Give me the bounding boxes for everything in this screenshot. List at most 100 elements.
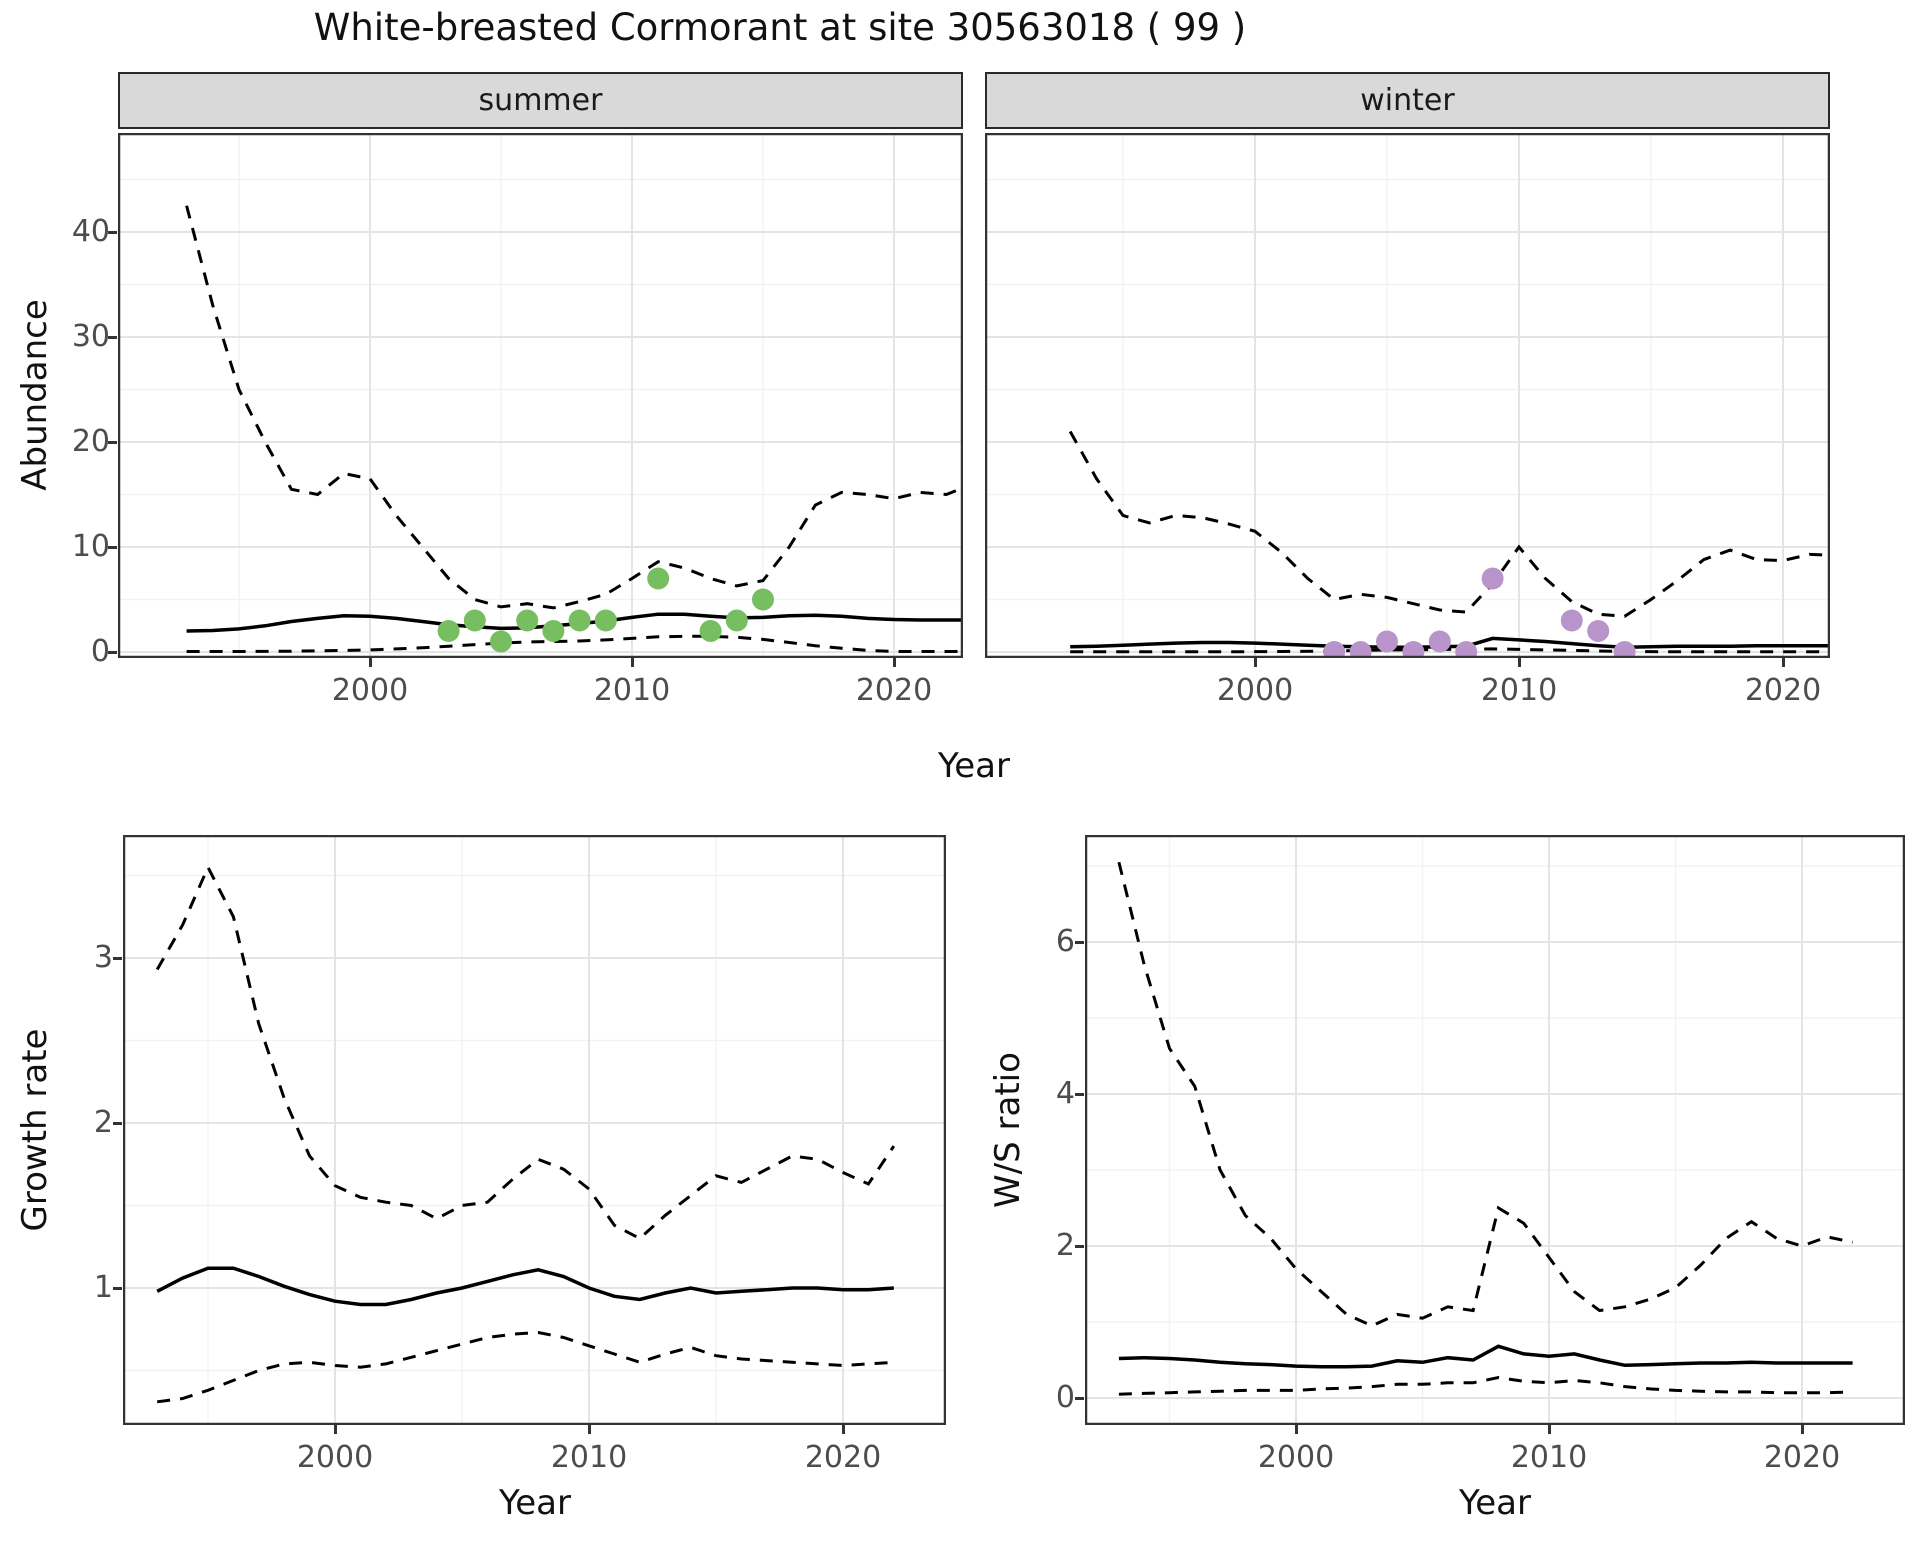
x-tick-mark xyxy=(841,1425,845,1434)
observed-point xyxy=(725,609,748,632)
y-tick-mark xyxy=(113,1121,122,1125)
x-tick-label: 2020 xyxy=(804,1440,882,1475)
page-title: White-breasted Cormorant at site 3056301… xyxy=(313,6,1247,49)
y-tick-label: 10 xyxy=(71,529,110,564)
ws-ratio-chart xyxy=(1085,835,1905,1425)
x-tick-label: 2010 xyxy=(593,673,671,708)
x-tick-mark xyxy=(1800,1425,1804,1434)
x-tick-mark xyxy=(892,658,896,667)
x-tick-mark xyxy=(1547,1425,1551,1434)
observed-point xyxy=(752,588,774,611)
y-tick-label: 4 xyxy=(1055,1076,1075,1111)
observed-point xyxy=(568,609,591,632)
observed-point xyxy=(1349,641,1372,658)
y-tick-label: 2 xyxy=(1055,1228,1075,1263)
observed-point xyxy=(516,609,539,632)
y-tick-label: 3 xyxy=(93,940,113,975)
x-axis-title-year-top: Year xyxy=(938,746,1010,786)
facet-strip-winter-label: winter xyxy=(1360,83,1455,118)
observed-point xyxy=(490,630,512,653)
observed-point xyxy=(437,620,460,642)
x-tick-mark xyxy=(587,1425,591,1434)
observed-point xyxy=(699,620,722,642)
y-tick-label: 0 xyxy=(1055,1380,1075,1415)
facet-strip-summer-label: summer xyxy=(478,83,603,118)
y-tick-label: 0 xyxy=(90,634,110,669)
observed-point xyxy=(1613,641,1636,658)
y-tick-label: 2 xyxy=(93,1105,113,1140)
panel-background xyxy=(123,835,946,1425)
winter-abundance-chart xyxy=(985,133,1830,658)
y-tick-mark xyxy=(108,230,117,234)
summer-abundance-chart xyxy=(118,133,963,658)
facet-strip-summer: summer xyxy=(118,72,963,129)
x-axis-title-year-bottom-right: Year xyxy=(1459,1483,1531,1523)
growth-rate-chart xyxy=(123,835,946,1425)
y-tick-mark xyxy=(108,440,117,444)
x-tick-label: 2000 xyxy=(1257,1440,1335,1475)
y-tick-mark xyxy=(108,545,117,549)
y-tick-mark xyxy=(113,1286,122,1290)
x-tick-label: 2000 xyxy=(331,673,409,708)
y-tick-label: 6 xyxy=(1055,924,1075,959)
series-upper_ci xyxy=(1117,861,1853,1328)
x-tick-mark xyxy=(630,658,634,667)
series-upper_ci xyxy=(1068,430,1830,618)
y-tick-mark xyxy=(108,335,117,339)
observed-point xyxy=(1402,641,1425,658)
observed-point xyxy=(1560,609,1583,632)
observed-point xyxy=(594,609,617,632)
panel-background xyxy=(118,133,963,658)
y-tick-label: 40 xyxy=(71,214,110,249)
panel-border xyxy=(985,133,1830,658)
y-tick-label: 30 xyxy=(71,319,110,354)
panel-background xyxy=(985,133,1830,658)
y-tick-mark xyxy=(113,956,122,960)
series-estimate xyxy=(1118,1344,1853,1369)
series-lower_ci xyxy=(1118,1375,1853,1396)
observed-point xyxy=(647,567,670,590)
observed-point xyxy=(463,609,486,632)
panel-background xyxy=(1085,835,1905,1425)
x-tick-label: 2010 xyxy=(550,1440,628,1475)
x-tick-mark xyxy=(1517,658,1521,667)
series-lower_ci xyxy=(157,1330,894,1404)
series-upper_ci xyxy=(155,863,896,1241)
observed-point xyxy=(1376,630,1398,653)
panel-border xyxy=(123,835,946,1425)
observed-point xyxy=(542,620,565,642)
x-tick-label: 2010 xyxy=(1480,673,1558,708)
panel-border xyxy=(118,133,963,658)
observed-point xyxy=(1428,630,1451,653)
x-tick-mark xyxy=(1781,658,1785,667)
x-tick-label: 2020 xyxy=(1744,673,1822,708)
x-tick-label: 2000 xyxy=(296,1440,374,1475)
y-tick-mark xyxy=(1075,1396,1084,1400)
series-lower_ci xyxy=(186,634,963,653)
y-tick-mark xyxy=(108,650,117,654)
series-estimate xyxy=(156,1266,894,1307)
panel-border xyxy=(1085,835,1905,1425)
observed-point xyxy=(1455,641,1478,658)
x-tick-label: 2010 xyxy=(1510,1440,1588,1475)
y-tick-label: 20 xyxy=(71,424,110,459)
x-tick-mark xyxy=(1294,1425,1298,1434)
y-tick-mark xyxy=(1075,1092,1084,1096)
observed-point xyxy=(1323,641,1346,658)
x-tick-label: 2020 xyxy=(855,673,933,708)
facet-strip-winter: winter xyxy=(985,72,1830,129)
x-axis-title-year-bottom-left: Year xyxy=(499,1483,571,1523)
y-tick-mark xyxy=(1075,940,1084,944)
observed-point xyxy=(1481,567,1504,590)
x-tick-mark xyxy=(333,1425,337,1434)
y-tick-mark xyxy=(1075,1244,1084,1248)
y-axis-title-ws-ratio: W/S ratio xyxy=(988,1052,1028,1208)
x-tick-mark xyxy=(1253,658,1257,667)
x-tick-label: 2020 xyxy=(1763,1440,1841,1475)
x-tick-label: 2000 xyxy=(1216,673,1294,708)
series-upper_ci xyxy=(185,205,963,610)
y-tick-label: 1 xyxy=(93,1270,113,1305)
observed-point xyxy=(1587,620,1610,642)
x-tick-mark xyxy=(368,658,372,667)
